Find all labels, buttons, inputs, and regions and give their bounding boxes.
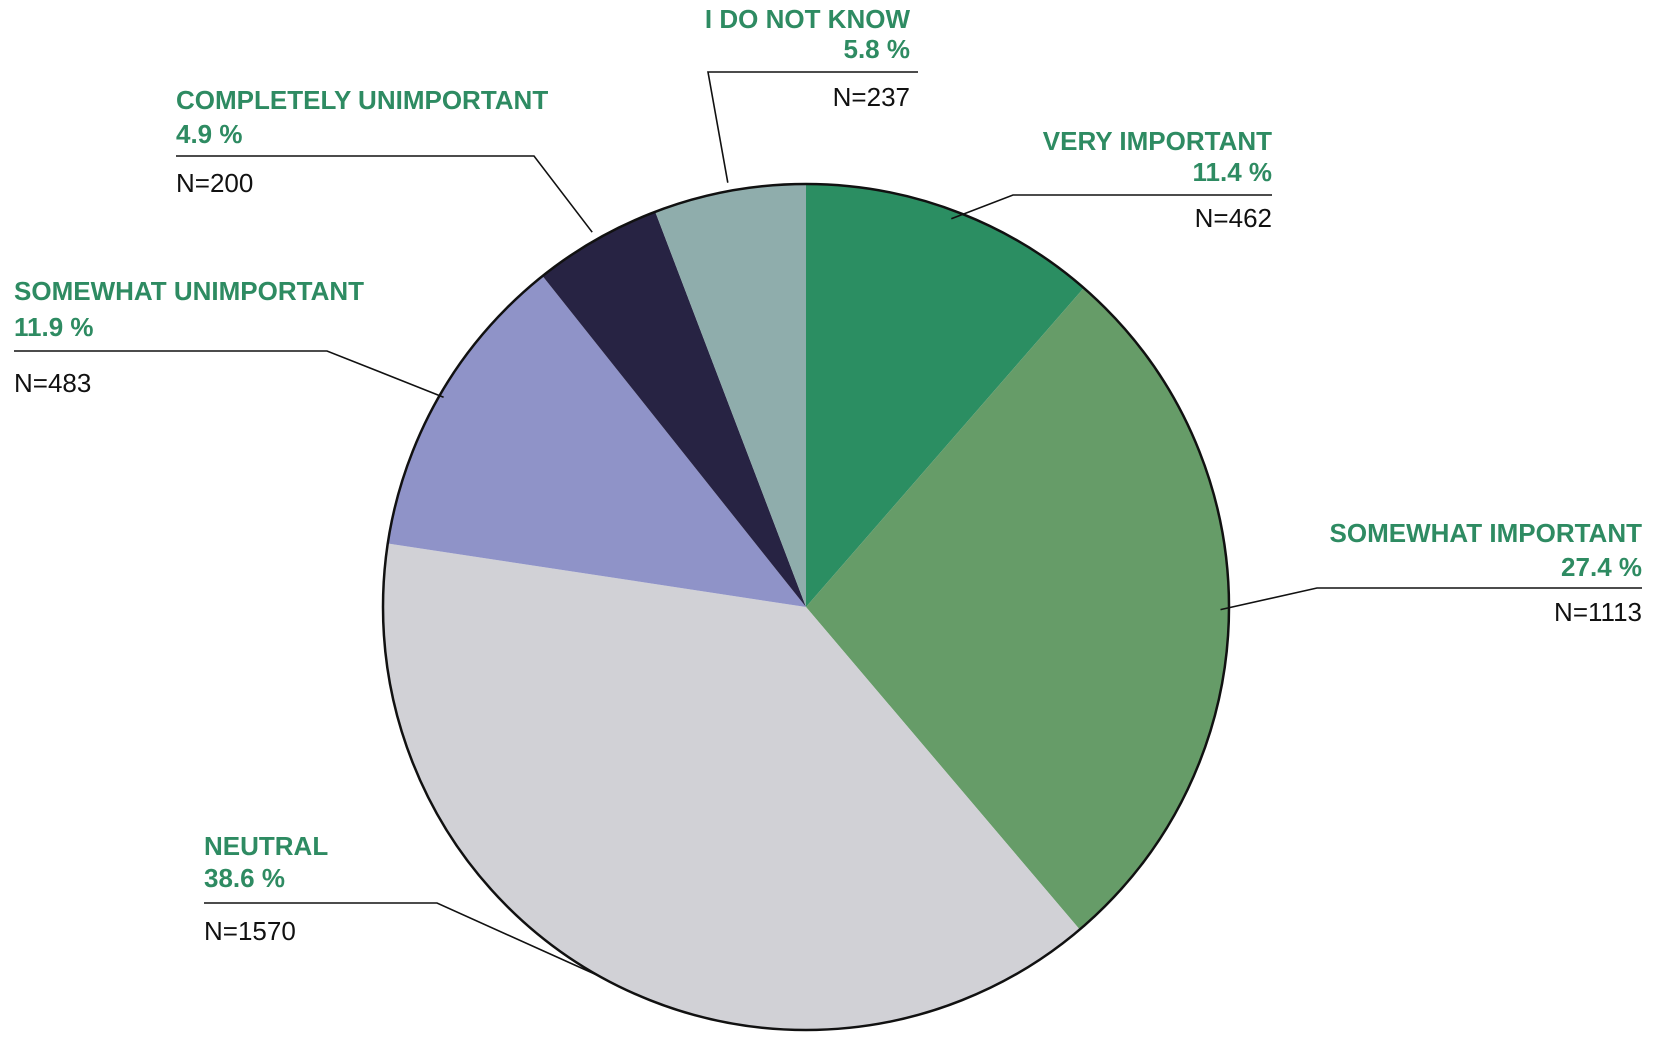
slice-percent-label: 4.9 %: [176, 119, 243, 149]
slice-count-label: N=483: [14, 368, 91, 398]
pie-slice-i-do-not-know: [655, 184, 806, 607]
pie-slice-very-important: [806, 184, 1084, 607]
pie-slice-somewhat-unimportant: [387, 276, 806, 607]
slice-percent-label: 38.6 %: [204, 863, 285, 893]
leader-line: [707, 71, 918, 183]
slice-count-label: N=462: [1195, 203, 1272, 233]
slice-count-label: N=237: [833, 82, 910, 112]
leader-line: [951, 194, 1272, 220]
pie-slices: [383, 184, 1229, 1030]
slice-category-label: SOMEWHAT IMPORTANT: [1330, 518, 1643, 548]
slice-count-label: N=200: [176, 168, 253, 198]
slice-category-label: I DO NOT KNOW: [705, 4, 911, 34]
pie-slice-completely-unimportant: [542, 211, 806, 607]
slice-count-label: N=1570: [204, 916, 296, 946]
pie-slice-somewhat-important: [806, 287, 1229, 930]
slice-count-label: N=1113: [1554, 597, 1642, 627]
leader-lines: [14, 71, 1642, 978]
leader-line: [1220, 587, 1642, 611]
slice-percent-label: 5.8 %: [844, 34, 911, 64]
slice-category-label: COMPLETELY UNIMPORTANT: [176, 85, 548, 115]
leader-line: [204, 902, 601, 978]
slice-percent-label: 27.4 %: [1561, 552, 1642, 582]
slice-category-label: NEUTRAL: [204, 831, 328, 861]
slice-percent-label: 11.9 %: [14, 312, 94, 342]
slice-percent-label: 11.4 %: [1192, 157, 1272, 187]
pie-slice-neutral: [383, 543, 1080, 1030]
leader-line: [14, 350, 444, 398]
leader-line: [176, 155, 593, 233]
slice-category-label: VERY IMPORTANT: [1043, 126, 1272, 156]
slice-category-label: SOMEWHAT UNIMPORTANT: [14, 276, 364, 306]
